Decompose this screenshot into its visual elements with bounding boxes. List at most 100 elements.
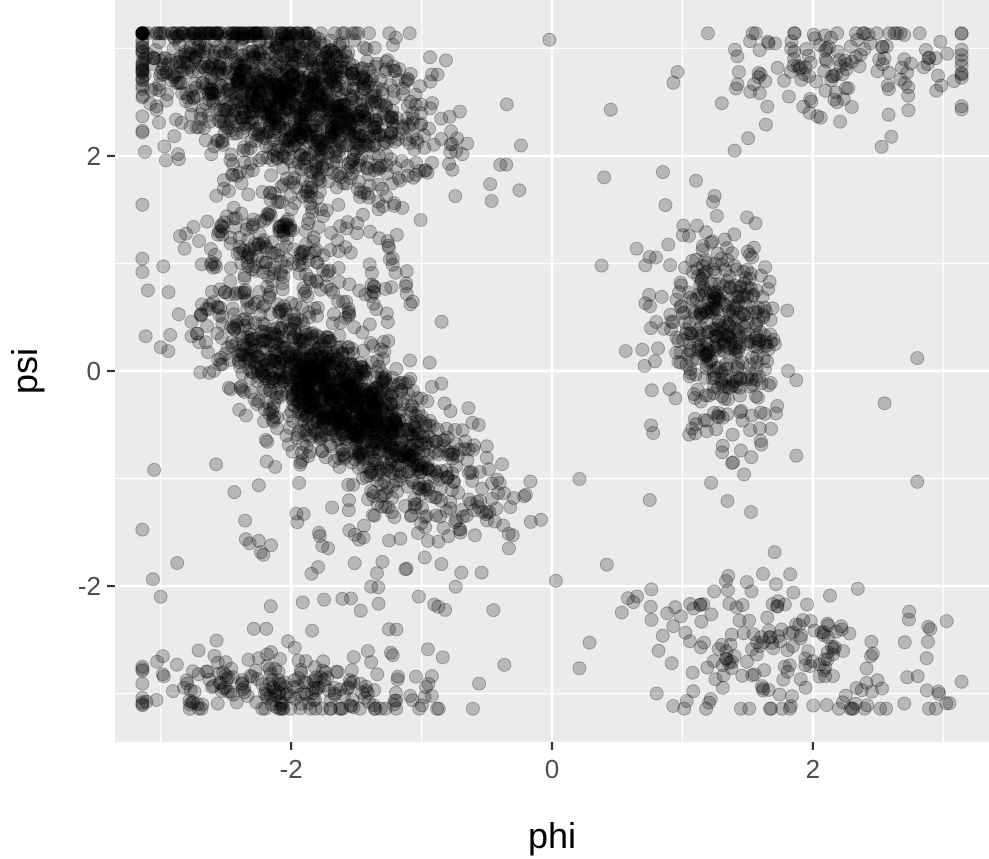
data-point bbox=[237, 120, 252, 135]
data-point bbox=[230, 74, 245, 89]
data-point bbox=[193, 365, 208, 380]
data-point bbox=[351, 112, 366, 127]
data-point bbox=[169, 26, 184, 41]
data-point bbox=[369, 364, 384, 379]
data-point bbox=[422, 121, 437, 136]
data-point bbox=[599, 557, 614, 572]
data-point bbox=[238, 513, 253, 528]
data-point bbox=[317, 592, 332, 607]
data-point bbox=[222, 26, 237, 41]
data-point bbox=[166, 684, 180, 698]
data-point bbox=[310, 163, 324, 178]
data-point bbox=[316, 60, 331, 75]
data-point bbox=[939, 614, 954, 628]
data-point bbox=[305, 623, 320, 638]
data-point bbox=[348, 129, 363, 144]
data-point bbox=[177, 47, 192, 62]
data-point bbox=[230, 74, 245, 89]
data-point bbox=[135, 251, 150, 266]
data-point bbox=[294, 148, 308, 163]
data-point bbox=[339, 138, 353, 153]
data-point bbox=[376, 352, 391, 367]
data-point bbox=[273, 107, 288, 121]
data-point bbox=[184, 58, 199, 73]
data-point bbox=[717, 338, 731, 353]
data-point bbox=[300, 188, 315, 203]
data-point bbox=[794, 60, 808, 75]
data-point bbox=[213, 60, 227, 75]
data-point bbox=[277, 87, 292, 102]
data-point bbox=[793, 672, 808, 687]
data-point bbox=[834, 622, 849, 637]
data-point bbox=[298, 33, 313, 48]
data-point bbox=[169, 657, 184, 672]
data-point bbox=[150, 654, 165, 669]
data-point bbox=[452, 104, 467, 119]
data-point bbox=[221, 83, 236, 98]
data-point bbox=[386, 84, 401, 98]
data-point bbox=[710, 208, 724, 223]
data-point bbox=[329, 48, 344, 63]
data-point bbox=[912, 26, 927, 41]
data-point bbox=[371, 126, 386, 141]
data-point bbox=[328, 59, 343, 74]
data-point bbox=[228, 56, 243, 70]
data-point bbox=[695, 288, 709, 303]
data-point bbox=[265, 87, 280, 102]
data-point bbox=[760, 610, 775, 625]
data-point bbox=[277, 149, 292, 164]
data-point bbox=[135, 265, 150, 279]
data-point bbox=[330, 108, 345, 123]
data-point bbox=[717, 232, 732, 247]
data-point bbox=[259, 454, 274, 469]
data-point bbox=[226, 168, 241, 182]
data-point bbox=[163, 328, 178, 342]
data-point bbox=[688, 426, 703, 441]
data-point bbox=[745, 250, 760, 265]
data-point bbox=[534, 512, 548, 527]
data-point bbox=[389, 227, 404, 242]
data-point bbox=[135, 659, 150, 674]
data-point bbox=[247, 26, 262, 41]
data-point bbox=[461, 401, 476, 416]
data-point bbox=[954, 26, 969, 41]
data-point bbox=[572, 472, 587, 486]
data-point bbox=[414, 516, 429, 531]
data-point bbox=[252, 51, 266, 66]
data-point bbox=[237, 268, 252, 283]
data-point bbox=[159, 65, 174, 80]
data-point bbox=[425, 96, 440, 110]
data-point bbox=[305, 119, 320, 133]
data-point bbox=[385, 426, 400, 441]
data-point bbox=[449, 459, 464, 473]
data-point bbox=[280, 63, 294, 77]
data-point bbox=[189, 31, 204, 46]
data-point bbox=[135, 55, 150, 70]
data-point bbox=[289, 26, 304, 41]
data-point bbox=[635, 342, 650, 357]
data-point bbox=[737, 467, 751, 482]
data-point bbox=[299, 267, 314, 282]
data-point bbox=[219, 30, 234, 45]
data-point bbox=[668, 391, 683, 406]
data-point bbox=[259, 26, 273, 41]
data-point bbox=[270, 98, 285, 113]
data-point bbox=[354, 61, 369, 76]
data-point bbox=[434, 557, 449, 571]
data-point bbox=[921, 51, 936, 65]
data-point bbox=[499, 97, 514, 112]
data-point bbox=[301, 26, 316, 41]
data-point bbox=[313, 282, 328, 297]
data-point bbox=[224, 335, 239, 350]
data-point bbox=[235, 92, 250, 107]
data-point bbox=[331, 149, 346, 164]
data-point bbox=[360, 79, 375, 93]
data-point bbox=[255, 61, 269, 76]
data-point bbox=[348, 26, 363, 41]
data-point bbox=[215, 137, 230, 152]
data-point bbox=[284, 47, 299, 62]
data-point bbox=[700, 660, 715, 675]
data-point bbox=[391, 669, 405, 684]
data-point bbox=[297, 156, 311, 171]
data-point bbox=[135, 676, 150, 691]
